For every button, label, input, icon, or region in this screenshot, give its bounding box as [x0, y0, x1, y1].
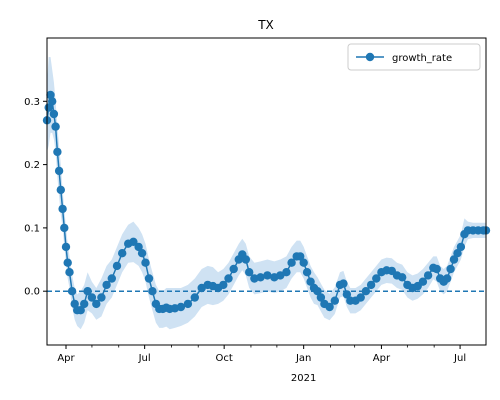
y-tick-label: 0.2: [24, 160, 40, 171]
plot-area: [42, 57, 491, 330]
data-point: [245, 268, 254, 277]
data-point: [63, 258, 72, 267]
chart-title: TX: [257, 18, 274, 32]
data-point: [58, 204, 67, 214]
data-point: [51, 122, 60, 131]
data-point: [107, 274, 117, 283]
data-point: [299, 258, 308, 267]
data-point: [432, 264, 441, 274]
plot-frame: [46, 37, 487, 346]
data-point: [53, 147, 62, 157]
data-point: [144, 274, 154, 283]
data-point: [102, 280, 111, 290]
data-point: [83, 287, 92, 296]
data-point: [418, 277, 428, 286]
data-point: [56, 185, 65, 195]
data-point: [342, 290, 352, 299]
data-point: [80, 299, 89, 309]
data-point: [241, 255, 250, 264]
y-tick-label: 0.3: [24, 97, 40, 108]
data-point: [97, 293, 106, 302]
data-point: [76, 306, 85, 315]
data-point: [361, 287, 371, 296]
x-axis: Apr Jul Oct Jan 2021 Apr Jul: [57, 345, 466, 384]
data-point: [137, 249, 147, 258]
y-tick-label: 0.0: [24, 287, 40, 298]
data-point: [339, 279, 348, 288]
data-point: [229, 264, 238, 274]
data-point: [287, 258, 296, 267]
data-point: [65, 268, 74, 277]
data-point: [366, 280, 376, 290]
data-point: [446, 264, 455, 274]
data-point: [60, 223, 69, 233]
x-tick-label: Oct: [216, 353, 233, 364]
data-point: [325, 302, 334, 312]
growth-rate-points: [42, 90, 491, 315]
data-point: [356, 293, 365, 302]
data-point: [296, 252, 305, 261]
y-tick-label: 0.1: [24, 223, 40, 234]
data-point: [129, 237, 138, 246]
data-point: [456, 242, 466, 252]
data-point: [453, 249, 462, 258]
data-point: [423, 271, 433, 280]
x-tick-label: Apr: [57, 353, 75, 364]
data-point: [313, 287, 322, 296]
x-tick-year-label: 2021: [291, 373, 316, 384]
data-point: [316, 293, 326, 302]
data-point: [190, 293, 199, 302]
data-point: [306, 277, 315, 286]
data-point: [282, 268, 291, 277]
legend: growth_rate: [347, 43, 481, 71]
data-point: [449, 255, 459, 264]
data-point: [219, 280, 228, 290]
data-point: [398, 273, 407, 282]
x-tick-label: Jul: [138, 353, 151, 364]
data-point: [141, 258, 150, 267]
data-point: [263, 271, 272, 280]
legend-label: growth_rate: [392, 53, 452, 64]
data-point: [224, 274, 233, 283]
data-point: [372, 274, 381, 283]
data-point: [442, 274, 452, 283]
data-point: [183, 299, 193, 309]
data-point: [48, 97, 57, 106]
data-point: [256, 273, 265, 282]
data-point: [176, 302, 186, 312]
data-point: [49, 109, 59, 119]
x-tick-label: Apr: [373, 353, 391, 364]
data-point: [67, 287, 77, 296]
data-point: [330, 296, 339, 305]
data-point: [61, 242, 71, 252]
data-point: [134, 242, 143, 252]
data-point: [302, 268, 312, 277]
legend-point-marker: [365, 52, 375, 62]
data-point: [118, 249, 127, 258]
data-point: [54, 166, 64, 176]
data-point: [87, 293, 97, 302]
y-axis: 0.0 0.1 0.2 0.3: [24, 97, 47, 298]
data-point: [46, 90, 55, 100]
data-point: [112, 261, 122, 271]
x-tick-label: Jan: [295, 353, 311, 364]
data-point: [148, 287, 157, 296]
data-point: [70, 299, 79, 309]
x-tick-label: Jul: [453, 353, 466, 364]
legend-box: [347, 43, 481, 71]
data-point: [92, 299, 101, 309]
